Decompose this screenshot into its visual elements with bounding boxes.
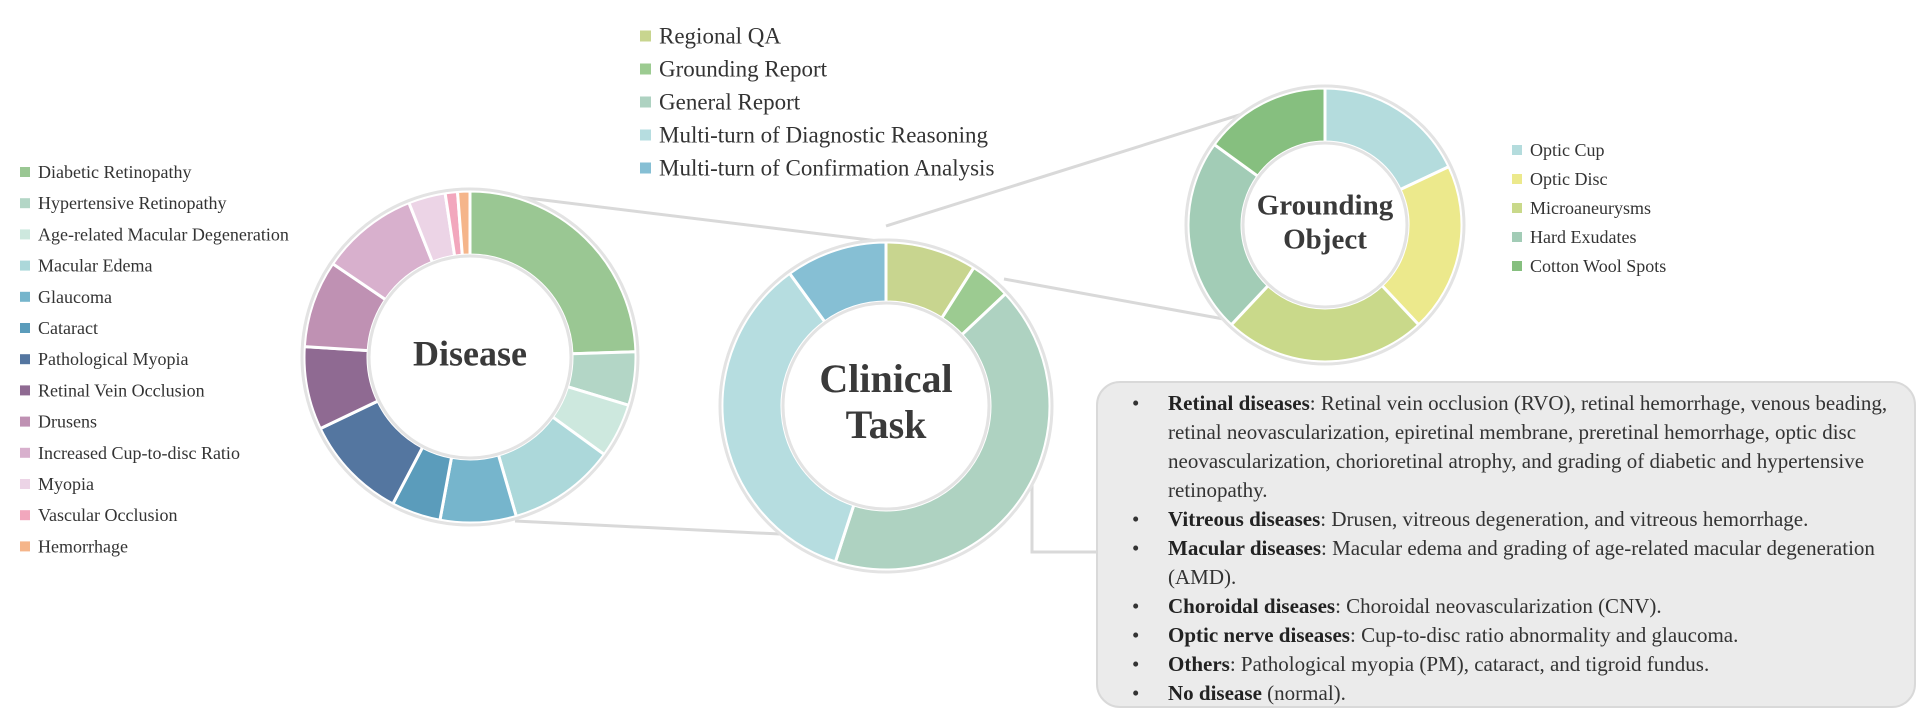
legend-label-increased-cup-to-disc-ratio: Increased Cup-to-disc Ratio	[38, 443, 240, 463]
legend-swatch-diabetic-retinopathy	[20, 167, 30, 177]
legend-swatch-glaucoma	[20, 291, 30, 302]
legend-swatch-microaneurysms	[1512, 203, 1522, 213]
grounding-object-legend: Optic Cup Optic Disc Microaneurysms Hard Ex…	[1512, 140, 1666, 276]
disease-category-box: Retinal diseases: Retinal vein occlusion…	[1096, 381, 1916, 708]
legend-swatch-drusens	[20, 416, 30, 427]
donut-outer-ring	[300, 187, 640, 527]
legend-swatch-cotton-wool-spots	[1512, 261, 1522, 271]
legend-swatch-age-related-macular-degeneration	[20, 229, 30, 240]
info-item-choroidal: Choroidal diseases: Choroidal neovascula…	[1132, 592, 1896, 621]
info-item-macular: Macular diseases: Macular edema and grad…	[1132, 534, 1896, 592]
legend-swatch-cataract	[20, 323, 30, 333]
legend-swatch-retinal-vein-occlusion	[20, 385, 30, 396]
legend-label-diabetic-retinopathy: Diabetic Retinopathy	[38, 162, 191, 182]
info-item-no-disease: No disease (normal).	[1132, 679, 1896, 708]
legend-label-myopia: Myopia	[38, 474, 94, 494]
legend-label-vascular-occlusion: Vascular Occlusion	[38, 505, 177, 525]
legend-label-optic-cup: Optic Cup	[1530, 140, 1605, 160]
legend-swatch-increased-cup-to-disc-ratio	[20, 447, 30, 458]
legend-label-glaucoma: Glaucoma	[38, 287, 112, 307]
legend-swatch-hard-exudates	[1512, 232, 1522, 242]
legend-label-regional-qa: Regional QA	[659, 24, 781, 49]
disease-donut: Disease	[300, 187, 640, 527]
legend-swatch-multi-turn-of-diagnostic-reasoning	[640, 129, 651, 141]
legend-label-microaneurysms: Microaneurysms	[1530, 198, 1651, 218]
connector-disease-top	[469, 189, 887, 244]
legend-swatch-grounding-report	[640, 63, 651, 75]
legend-label-multi-turn-of-diagnostic-reasoning: Multi-turn of Diagnostic Reasoning	[659, 123, 988, 148]
legend-swatch-general-report	[640, 96, 651, 108]
legend-label-pathological-myopia: Pathological Myopia	[38, 349, 188, 369]
clinical-task-legend: Regional QA Grounding Report General Repor…	[640, 24, 994, 181]
donut-inner-ring	[367, 254, 573, 460]
donut-inner-ring	[1241, 141, 1409, 309]
donut-inner-ring	[781, 301, 991, 511]
center-label-2: Task	[846, 402, 928, 447]
legend-label-hemorrhage: Hemorrhage	[38, 536, 128, 556]
legend-swatch-hemorrhage	[20, 541, 30, 552]
legend-swatch-regional-qa	[640, 30, 651, 42]
legend-label-cotton-wool-spots: Cotton Wool Spots	[1530, 256, 1666, 276]
center-label-1: Grounding	[1257, 190, 1394, 222]
legend-label-grounding-report: Grounding Report	[659, 57, 828, 82]
legend-label-cataract: Cataract	[38, 318, 98, 338]
center-label-2: Object	[1283, 224, 1367, 256]
legend-swatch-vascular-occlusion	[20, 510, 30, 521]
info-item-others: Others: Pathological myopia (PM), catara…	[1132, 650, 1896, 679]
legend-swatch-optic-disc	[1512, 174, 1522, 184]
info-item-optic-nerve: Optic nerve diseases: Cup-to-disc ratio …	[1132, 621, 1896, 650]
connector-info-box	[1030, 460, 1096, 554]
donut-outer-ring	[718, 238, 1054, 574]
donut-outer-ring	[1184, 84, 1466, 366]
legend-swatch-pathological-myopia	[20, 354, 30, 365]
connector-grounding-bottom	[1003, 277, 1241, 324]
legend-swatch-macular-edema	[20, 260, 30, 271]
legend-label-hypertensive-retinopathy: Hypertensive Retinopathy	[38, 193, 226, 213]
info-item-retinal: Retinal diseases: Retinal vein occlusion…	[1132, 389, 1896, 505]
legend-label-macular-edema: Macular Edema	[38, 256, 152, 276]
legend-swatch-optic-cup	[1512, 145, 1522, 155]
center-label-1: Clinical	[819, 356, 952, 401]
disease-legend: Diabetic Retinopathy Hypertensive Retinop…	[20, 162, 289, 556]
legend-label-retinal-vein-occlusion: Retinal Vein Occlusion	[38, 380, 205, 400]
center-label-1: Disease	[413, 333, 527, 373]
legend-swatch-hypertensive-retinopathy	[20, 198, 30, 209]
legend-label-optic-disc: Optic Disc	[1530, 169, 1607, 189]
info-item-vitreous: Vitreous diseases: Drusen, vitreous dege…	[1132, 505, 1896, 534]
legend-label-drusens: Drusens	[38, 412, 97, 432]
connector-disease-bottom	[514, 519, 821, 538]
legend-label-age-related-macular-degeneration: Age-related Macular Degeneration	[38, 224, 289, 244]
legend-swatch-multi-turn-of-confirmation-analysis	[640, 162, 651, 174]
legend-label-hard-exudates: Hard Exudates	[1530, 227, 1636, 247]
legend-label-multi-turn-of-confirmation-analysis: Multi-turn of Confirmation Analysis	[659, 156, 994, 181]
legend-swatch-myopia	[20, 479, 30, 489]
legend-label-general-report: General Report	[659, 90, 801, 115]
